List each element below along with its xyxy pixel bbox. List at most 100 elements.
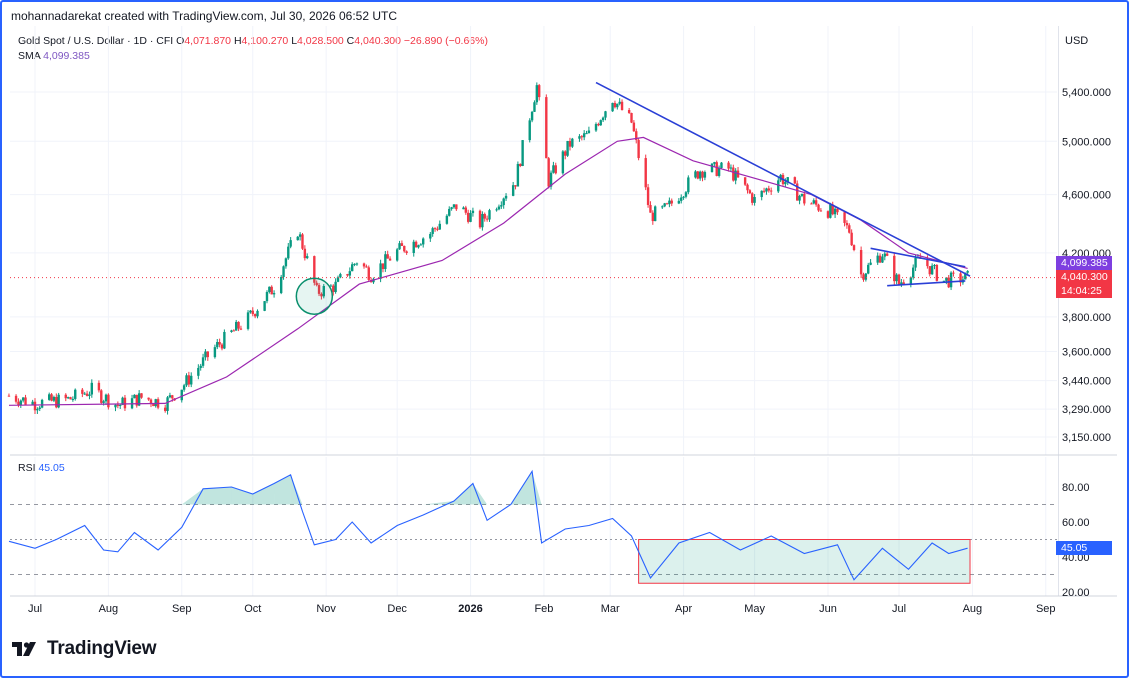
candle-body xyxy=(414,241,418,248)
candle-body xyxy=(398,243,401,250)
candle-body xyxy=(668,200,671,205)
candle-body xyxy=(762,190,766,192)
candle-body xyxy=(38,407,41,409)
candle-body xyxy=(284,258,288,267)
price-tick-label: 3,800.000 xyxy=(1062,312,1111,324)
price-tick-label: 3,600.000 xyxy=(1062,347,1111,359)
candle-body xyxy=(251,310,254,315)
candle-body xyxy=(154,399,157,407)
candle-body xyxy=(218,342,221,345)
candle-body xyxy=(582,133,586,138)
rsi-legend[interactable]: RSI 45.05 xyxy=(18,462,65,474)
candle-body xyxy=(519,163,522,167)
candle-body xyxy=(727,162,730,169)
candle-body xyxy=(552,165,555,173)
open-value: 4,071.870 xyxy=(184,35,232,47)
high-label: H xyxy=(233,35,242,47)
candle-body xyxy=(769,190,773,192)
trendline xyxy=(595,81,971,277)
rsi-overbought-fill xyxy=(472,483,488,505)
candle-body xyxy=(436,228,439,230)
candle-body xyxy=(100,390,103,403)
candle-body xyxy=(514,185,517,187)
symbol-name[interactable]: Gold Spot / U.S. Dollar · 1D · CFI xyxy=(18,35,174,47)
rsi-tick-label: 80.00 xyxy=(1062,482,1090,494)
currency-button[interactable]: USD xyxy=(1065,35,1089,47)
header-credit: mohannadarekat created with TradingView.… xyxy=(11,9,398,23)
candle-body xyxy=(64,394,67,399)
candle-body xyxy=(959,273,962,283)
candle-body xyxy=(587,130,591,134)
candle-body xyxy=(547,158,550,187)
candle-body xyxy=(703,172,707,178)
time-tick-label: Nov xyxy=(316,603,336,615)
close-value: 4,040.300 xyxy=(354,35,401,47)
trendline xyxy=(870,247,966,268)
candle-body xyxy=(412,241,415,253)
candle-body xyxy=(163,407,167,411)
candle-body xyxy=(833,208,837,215)
rsi-label: RSI xyxy=(18,462,36,474)
candle-body xyxy=(942,280,946,282)
candle-body xyxy=(670,200,673,204)
price-tick-label: 5,000.000 xyxy=(1062,136,1111,148)
candle-body xyxy=(883,253,886,257)
candle-body xyxy=(859,250,863,275)
candle-body xyxy=(902,282,905,284)
candle-body xyxy=(533,102,536,112)
rsi-line xyxy=(8,469,968,581)
candle-body xyxy=(502,198,505,206)
price-axis[interactable] xyxy=(1058,26,1119,596)
candle-body xyxy=(419,244,423,246)
candle-body xyxy=(680,197,683,201)
candle-body xyxy=(585,133,588,135)
candle-body xyxy=(107,394,110,408)
candle-body xyxy=(104,394,108,402)
candle-body xyxy=(511,185,515,196)
candle-body xyxy=(826,211,830,218)
candle-body xyxy=(831,204,834,215)
time-tick-label: Jul xyxy=(28,603,42,615)
candle-body xyxy=(230,330,233,332)
candle-body xyxy=(81,389,84,394)
candle-body xyxy=(133,394,136,399)
candle-body xyxy=(864,273,868,280)
candle-body xyxy=(852,245,856,251)
candle-body xyxy=(698,171,702,179)
candle-body xyxy=(535,85,539,103)
candle-body xyxy=(36,408,39,411)
candle-body xyxy=(812,200,815,204)
candle-body xyxy=(537,85,541,98)
candle-body xyxy=(268,286,271,292)
candle-body xyxy=(848,225,851,233)
candle-body xyxy=(204,351,207,358)
candle-body xyxy=(751,193,754,203)
price-tick-label: 3,150.000 xyxy=(1062,432,1111,444)
candle-body xyxy=(665,203,669,205)
close-label: C xyxy=(346,35,355,47)
candle-body xyxy=(417,245,420,248)
candle-body xyxy=(83,393,86,395)
candle-body xyxy=(332,285,335,293)
price-tick-label: 5,400.000 xyxy=(1062,87,1111,99)
candle-body xyxy=(315,282,318,286)
tradingview-logo[interactable]: TradingView xyxy=(12,638,157,660)
candle-body xyxy=(464,207,468,213)
candle-body xyxy=(190,375,193,385)
candle-body xyxy=(895,274,898,282)
trendline xyxy=(887,280,966,287)
low-label: L xyxy=(291,35,298,47)
candle-body xyxy=(171,395,174,399)
candle-body xyxy=(798,195,801,201)
candle-body xyxy=(734,170,737,181)
time-tick-label: Jul xyxy=(892,603,906,615)
candle-body xyxy=(97,382,101,391)
candle-body xyxy=(644,158,647,188)
price-tick-label: 3,290.000 xyxy=(1062,404,1111,416)
tradingview-logo-icon xyxy=(12,642,36,656)
rsi-tick-label: 60.00 xyxy=(1062,517,1090,529)
candle-body xyxy=(33,401,37,411)
time-tick-label: Oct xyxy=(244,603,261,615)
candle-body xyxy=(365,266,368,268)
